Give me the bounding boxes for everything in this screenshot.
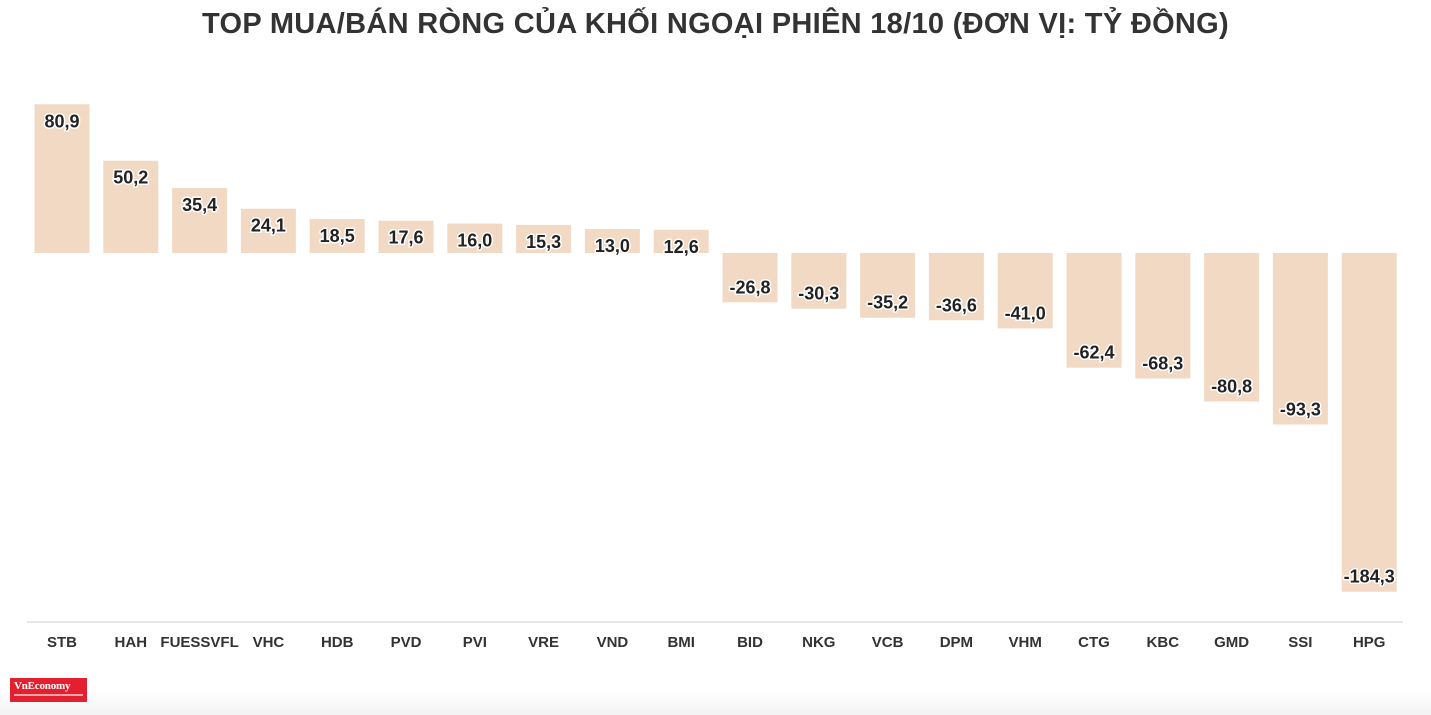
x-tick-label-hdb: HDB (321, 634, 354, 651)
x-tick-label-hah: HAH (115, 634, 148, 651)
bar-ssi (1272, 253, 1328, 425)
value-label-bid: -26,8 (729, 277, 770, 297)
x-tick-label-pvi: PVI (463, 634, 487, 651)
bar-vhc (240, 208, 296, 253)
x-tick-label-vhc: VHC (253, 634, 285, 651)
bar-vhm (997, 253, 1053, 329)
bar-vre (516, 224, 572, 253)
value-label-kbc: -68,3 (1142, 354, 1183, 374)
bar-vnd (584, 229, 640, 253)
value-label-hah: 50,2 (113, 168, 148, 188)
value-label-vnd: 13,0 (595, 236, 630, 256)
bar-bmi (653, 229, 709, 253)
bar-vcb (860, 253, 916, 318)
bar-hdb (309, 219, 365, 253)
bar-pvi (447, 223, 503, 253)
x-tick-label-vre: VRE (528, 634, 559, 651)
x-tick-label-bmi: BMI (667, 634, 695, 651)
value-label-hpg: -184,3 (1344, 567, 1395, 587)
x-tick-label-hpg: HPG (1353, 634, 1386, 651)
chart-title: TOP MUA/BÁN RÒNG CỦA KHỐI NGOẠI PHIÊN 18… (202, 8, 1229, 40)
value-label-stb: 80,9 (44, 111, 79, 131)
x-tick-label-ssi: SSI (1288, 634, 1312, 651)
bar-dpm (928, 253, 984, 321)
bar-hah (103, 160, 159, 253)
value-label-ssi: -93,3 (1280, 400, 1321, 420)
x-tick-label-fuessvfl: FUESSVFL (160, 634, 238, 651)
x-tick-label-kbc: KBC (1147, 634, 1180, 651)
value-label-vhm: -41,0 (1005, 303, 1046, 323)
value-label-pvi: 16,0 (457, 231, 492, 251)
value-label-bmi: 12,6 (664, 237, 699, 257)
value-label-gmd: -80,8 (1211, 377, 1252, 397)
logo-underline (14, 694, 83, 696)
x-tick-label-nkg: NKG (802, 634, 835, 651)
x-tick-label-bid: BID (737, 634, 763, 651)
bar-ctg (1066, 253, 1122, 368)
vneconomy-logo: VnEconomy (10, 678, 87, 702)
x-tick-label-dpm: DPM (940, 634, 973, 651)
value-label-ctg: -62,4 (1073, 343, 1114, 363)
x-tick-label-vcb: VCB (872, 634, 904, 651)
value-label-vhc: 24,1 (251, 216, 286, 236)
value-label-dpm: -36,6 (936, 295, 977, 315)
bar-kbc (1135, 253, 1191, 379)
bar-hpg (1341, 253, 1397, 592)
bar-chart: 80,9 STB 50,2 HAH 35,4 FUESSVFL 24,1 VHC 18,5 HDB… (27, 104, 1403, 651)
bar-nkg (791, 253, 847, 309)
bar-stb (34, 104, 90, 253)
value-label-pvd: 17,6 (388, 228, 423, 248)
value-label-hdb: 18,5 (320, 226, 355, 246)
footer-shade (0, 690, 1431, 715)
bar-bid (722, 253, 778, 303)
x-tick-label-stb: STB (47, 634, 77, 651)
value-label-fuessvfl: 35,4 (182, 195, 217, 215)
x-tick-label-vnd: VND (597, 634, 629, 651)
value-label-vre: 15,3 (526, 232, 561, 252)
logo-text: VnEconomy (14, 680, 71, 692)
value-label-vcb: -35,2 (867, 293, 908, 313)
bar-pvd (378, 220, 434, 253)
x-tick-label-vhm: VHM (1009, 634, 1042, 651)
x-tick-label-ctg: CTG (1078, 634, 1110, 651)
x-tick-label-gmd: GMD (1214, 634, 1249, 651)
bar-fuessvfl (172, 187, 228, 253)
bar-gmd (1204, 253, 1260, 402)
x-tick-label-pvd: PVD (391, 634, 422, 651)
value-label-nkg: -30,3 (798, 284, 839, 304)
